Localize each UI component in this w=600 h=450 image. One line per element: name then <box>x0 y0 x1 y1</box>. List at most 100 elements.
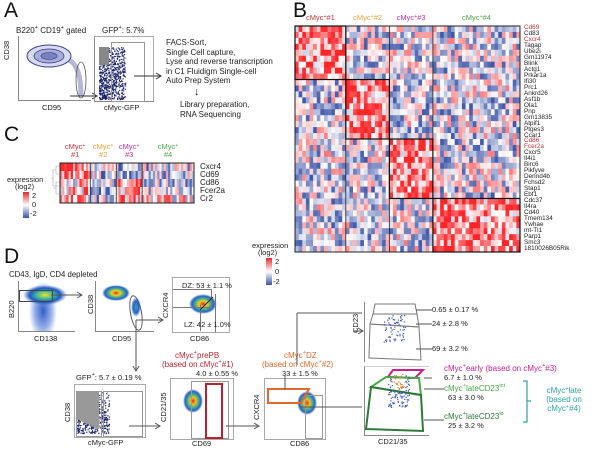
heatmap-cell <box>443 26 448 33</box>
event-dot <box>108 91 110 93</box>
heatmap-cell <box>360 186 365 193</box>
heatmap-cell <box>414 37 419 45</box>
heatmap-cell <box>353 67 358 74</box>
heatmap-cell <box>505 127 510 134</box>
heatmap-cell <box>363 139 368 146</box>
heatmap-cell <box>483 115 488 122</box>
dz-percent: DZ: 53 ± 1.1 % <box>182 281 232 290</box>
heatmap-cell <box>313 240 318 247</box>
event-dot <box>124 69 126 71</box>
heatmap-cell <box>425 234 430 241</box>
heatmap-cell <box>465 109 470 116</box>
heatmap-cell <box>396 246 401 253</box>
heatmap-cell <box>313 73 318 80</box>
heatmap-cell <box>75 171 78 180</box>
heatmap-cell <box>429 192 434 199</box>
heatmap-cell <box>436 121 441 128</box>
heatmap-cell <box>422 192 427 199</box>
latelo-label: cMyc+lateCD23lo <box>444 411 504 421</box>
heatmap-cell <box>512 73 517 80</box>
heatmap-cell <box>349 240 354 247</box>
heatmap-cell <box>414 43 419 51</box>
event-dot <box>105 65 108 67</box>
heatmap-cell <box>320 31 325 39</box>
heatmap-cell <box>469 49 474 57</box>
heatmap-cell <box>509 49 514 57</box>
event-dot <box>389 389 391 391</box>
heatmap-cell <box>429 91 434 98</box>
heatmap-cell <box>191 195 195 204</box>
heatmap-cell <box>494 174 499 182</box>
event-dot <box>112 64 114 66</box>
heatmap-cell <box>505 228 510 235</box>
heatmap-cell <box>327 210 332 217</box>
heatmap-cell <box>458 109 463 116</box>
heatmap-cell <box>150 171 154 180</box>
heatmap-cell <box>418 192 423 199</box>
gate-line <box>215 294 216 332</box>
heatmap-cell <box>367 234 372 241</box>
event-dot <box>122 69 124 71</box>
event-dot <box>102 97 104 99</box>
heatmap-cell <box>111 171 115 180</box>
event-dot <box>91 426 93 428</box>
heatmap-cell <box>62 163 65 172</box>
heatmap-cell <box>440 73 445 80</box>
heatmap-cell <box>403 103 408 110</box>
heatmap-cell <box>172 163 175 172</box>
heatmap-cell <box>512 43 517 51</box>
heatmap-cell <box>512 37 517 45</box>
heatmap-cell <box>309 240 314 247</box>
sup: + <box>565 386 569 392</box>
heatmap-cell <box>498 240 503 247</box>
heatmap-cell <box>498 91 503 98</box>
heatmap-cell <box>331 198 336 205</box>
heatmap-cell <box>62 195 65 204</box>
heatmap-cell <box>440 133 445 140</box>
event-dot <box>109 93 111 95</box>
heatmap-cell <box>458 234 463 241</box>
event-dot <box>121 52 123 54</box>
heatmap-cell <box>378 198 383 205</box>
heatmap-cell <box>483 222 488 229</box>
heatmap-cell <box>353 210 358 217</box>
heatmap-cell <box>349 174 354 182</box>
heatmap-cell <box>338 162 343 170</box>
heatmap-cell <box>516 55 521 63</box>
event-dot <box>112 87 114 89</box>
dz-cluster: #2) <box>321 360 334 369</box>
heatmap-cell <box>451 67 456 74</box>
heatmap-cell <box>367 162 372 170</box>
heatmap-cell <box>163 179 167 188</box>
heatmap-cell <box>305 109 310 116</box>
heatmap-cell <box>331 37 336 45</box>
heatmap-cell <box>422 186 427 193</box>
heatmap-cell <box>316 133 321 140</box>
heatmap-cell <box>432 97 437 104</box>
heatmap-cell <box>320 246 325 253</box>
heatmap-cell <box>137 171 141 180</box>
heatmap-cell <box>480 79 485 86</box>
heatmap-cell <box>461 55 466 63</box>
heatmap-cell <box>465 228 470 235</box>
heatmap-cell <box>476 192 481 199</box>
event-dot <box>122 62 124 64</box>
heatmap-cell <box>461 133 466 140</box>
event-dot <box>99 412 101 414</box>
event-dot <box>405 380 407 382</box>
heatmap-cell <box>331 49 336 57</box>
heatmap-cell <box>320 186 325 193</box>
heatmap-cell <box>334 97 339 104</box>
heatmap-cell <box>436 103 441 110</box>
heatmap-cell <box>382 186 387 193</box>
row-label: Asf1b <box>524 95 541 103</box>
late-gates <box>364 369 426 433</box>
heatmap-cell <box>469 139 474 146</box>
heatmap-cell <box>447 156 452 164</box>
heatmap-cell <box>146 195 150 204</box>
heatmap-cell <box>414 31 419 39</box>
event-dot <box>406 382 408 384</box>
heatmap-cell <box>400 139 405 146</box>
event-dot <box>392 390 395 392</box>
heatmap-cell <box>418 73 423 80</box>
